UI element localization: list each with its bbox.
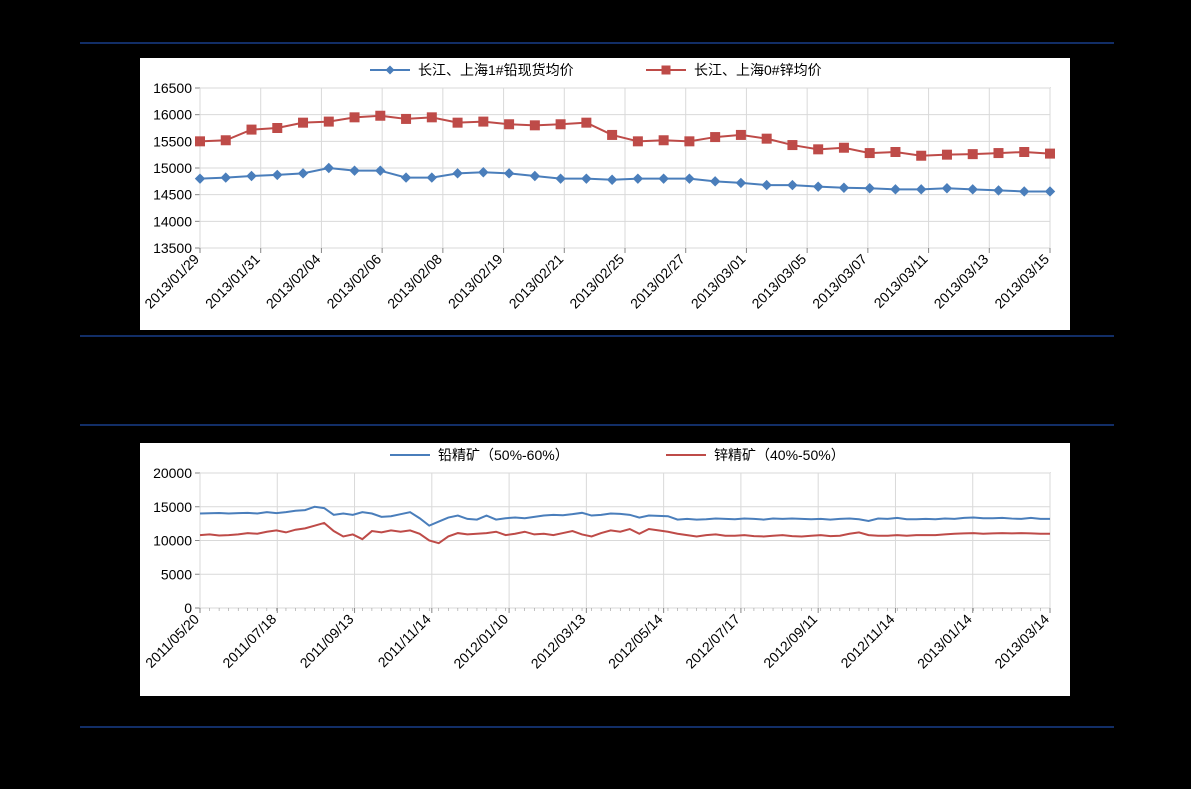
svg-text:2013/02/21: 2013/02/21	[506, 251, 567, 312]
svg-text:2013/02/27: 2013/02/27	[627, 251, 688, 312]
chart2-svg: 050001000015000200002011/05/202011/07/18…	[140, 443, 1070, 696]
svg-text:2011/11/14: 2011/11/14	[375, 611, 435, 671]
svg-text:15500: 15500	[153, 133, 192, 149]
svg-text:锌精矿（40%-50%）: 锌精矿（40%-50%）	[714, 447, 845, 463]
svg-text:2013/02/06: 2013/02/06	[323, 251, 384, 312]
svg-text:2013/02/04: 2013/02/04	[263, 251, 324, 312]
svg-text:5000: 5000	[161, 566, 192, 582]
hr-top-1	[80, 42, 1114, 44]
svg-text:2011/05/20: 2011/05/20	[142, 611, 202, 671]
svg-text:2013/01/31: 2013/01/31	[202, 251, 263, 312]
svg-text:16000: 16000	[153, 107, 192, 123]
svg-text:2012/07/17: 2012/07/17	[682, 611, 743, 672]
svg-text:15000: 15000	[153, 160, 192, 176]
svg-text:2013/03/15: 2013/03/15	[991, 251, 1052, 312]
svg-text:2013/01/14: 2013/01/14	[914, 611, 975, 672]
svg-text:2011/07/18: 2011/07/18	[219, 611, 279, 671]
svg-text:2012/05/14: 2012/05/14	[605, 611, 666, 672]
svg-text:长江、上海0#锌均价: 长江、上海0#锌均价	[694, 62, 822, 78]
svg-text:16500: 16500	[153, 80, 192, 96]
svg-text:2013/03/01: 2013/03/01	[688, 251, 749, 312]
svg-text:13500: 13500	[153, 240, 192, 256]
svg-text:2012/01/10: 2012/01/10	[450, 611, 511, 672]
chart1-panel: 13500 14000 14500 15000 15500 16000 16500 2013/…	[140, 58, 1070, 330]
svg-text:2013/02/08: 2013/02/08	[384, 251, 445, 312]
svg-text:2012/09/11: 2012/09/11	[760, 611, 820, 671]
svg-text:2013/03/05: 2013/03/05	[748, 251, 809, 312]
svg-text:2013/01/29: 2013/01/29	[141, 251, 202, 312]
svg-text:15000: 15000	[153, 499, 192, 515]
svg-text:2012/03/13: 2012/03/13	[528, 611, 589, 672]
hr-bottom-1	[80, 335, 1114, 337]
chart2-panel: 050001000015000200002011/05/202011/07/18…	[140, 443, 1070, 696]
svg-text:2013/02/25: 2013/02/25	[566, 251, 627, 312]
svg-text:10000: 10000	[153, 533, 192, 549]
svg-text:14500: 14500	[153, 187, 192, 203]
svg-text:20000: 20000	[153, 465, 192, 481]
svg-text:2011/09/13: 2011/09/13	[297, 611, 357, 671]
hr-bottom-2	[80, 726, 1114, 728]
chart1-svg: 13500 14000 14500 15000 15500 16000 16500 2013/…	[140, 58, 1070, 330]
hr-top-2	[80, 424, 1114, 426]
svg-text:2013/03/07: 2013/03/07	[809, 251, 870, 312]
svg-text:长江、上海1#铅现货均价: 长江、上海1#铅现货均价	[418, 62, 574, 78]
svg-text:2013/03/13: 2013/03/13	[931, 251, 992, 312]
svg-text:2012/11/14: 2012/11/14	[837, 611, 897, 671]
svg-text:2013/03/11: 2013/03/11	[871, 251, 931, 311]
svg-text:2013/03/14: 2013/03/14	[991, 611, 1052, 672]
svg-text:14000: 14000	[153, 213, 192, 229]
svg-text:2013/02/19: 2013/02/19	[445, 251, 506, 312]
svg-text:铅精矿（50%-60%）: 铅精矿（50%-60%）	[438, 447, 569, 463]
